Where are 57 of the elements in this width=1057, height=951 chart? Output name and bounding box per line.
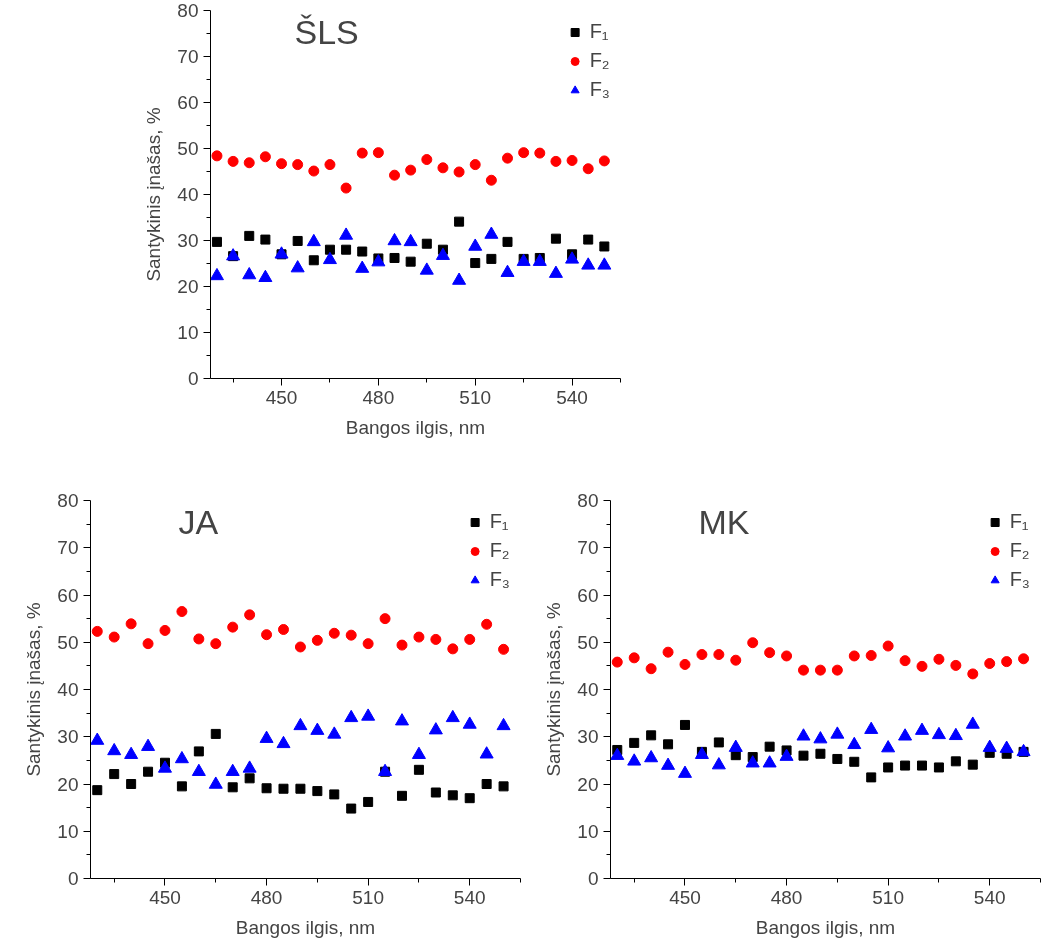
y-tick-label: 70 <box>177 46 199 67</box>
y-tick-label: 70 <box>57 537 79 559</box>
y-tick-label: 20 <box>177 276 199 297</box>
y-tick-label: 50 <box>177 138 199 159</box>
legend-label: F₂ <box>1009 539 1030 562</box>
y-axis-title: Santykinis įnašas, % <box>143 107 165 282</box>
chart-title: JA <box>178 502 219 541</box>
legend-label: F₁ <box>1009 510 1030 533</box>
x-tick-label: 480 <box>770 886 803 908</box>
y-tick-label: 20 <box>57 773 79 795</box>
y-tick-label: 40 <box>577 679 599 700</box>
x-tick-label: 540 <box>973 886 1006 908</box>
chart-title: ŠLS <box>294 12 359 51</box>
y-tick-label: 70 <box>577 537 599 559</box>
y-tick-label: 60 <box>57 584 79 606</box>
y-tick-label: 40 <box>57 679 79 700</box>
y-tick-label: 0 <box>67 868 79 889</box>
y-tick-label: 0 <box>587 868 599 889</box>
legend-label: F₂ <box>489 539 510 562</box>
legend-label: F₂ <box>589 49 610 72</box>
y-tick-label: 60 <box>577 584 599 606</box>
legend-label: F₃ <box>489 568 510 591</box>
y-tick-label: 60 <box>177 92 199 113</box>
y-axis-title: Santykinis įnašas, % <box>23 602 45 777</box>
x-axis-title: Bangos ilgis, nm <box>235 916 376 938</box>
y-tick-label: 80 <box>577 490 599 511</box>
y-tick-label: 10 <box>577 820 599 842</box>
x-tick-label: 480 <box>250 886 283 908</box>
x-tick-label: 450 <box>265 386 298 408</box>
x-tick-label: 480 <box>362 386 395 408</box>
y-tick-label: 50 <box>57 631 79 653</box>
y-tick-label: 80 <box>177 0 199 21</box>
legend-label: F₃ <box>1009 568 1030 591</box>
x-tick-label: 510 <box>352 886 384 908</box>
x-tick-label: 540 <box>556 386 588 408</box>
y-axis-title: Santykinis įnašas, % <box>543 602 565 777</box>
y-tick-label: 30 <box>57 726 79 748</box>
chart-title: MK <box>698 502 750 541</box>
y-tick-label: 10 <box>57 820 79 842</box>
x-tick-label: 510 <box>459 386 492 408</box>
y-tick-label: 20 <box>577 773 599 795</box>
y-tick-label: 80 <box>57 490 79 511</box>
y-tick-label: 10 <box>177 322 199 343</box>
y-tick-label: 0 <box>187 368 199 389</box>
y-tick-label: 40 <box>177 184 199 205</box>
x-tick-label: 540 <box>453 886 486 908</box>
x-axis-title: Bangos ilgis, nm <box>345 416 486 438</box>
y-tick-label: 50 <box>577 631 599 653</box>
y-tick-label: 30 <box>577 726 599 748</box>
x-tick-label: 510 <box>872 886 904 908</box>
y-tick-label: 30 <box>177 230 199 251</box>
x-axis-title: Bangos ilgis, nm <box>755 916 896 938</box>
legend-label: F₁ <box>589 20 610 43</box>
x-tick-label: 450 <box>149 886 181 908</box>
x-tick-label: 450 <box>669 886 701 908</box>
legend-label: F₃ <box>589 78 610 101</box>
legend-label: F₁ <box>489 510 510 533</box>
